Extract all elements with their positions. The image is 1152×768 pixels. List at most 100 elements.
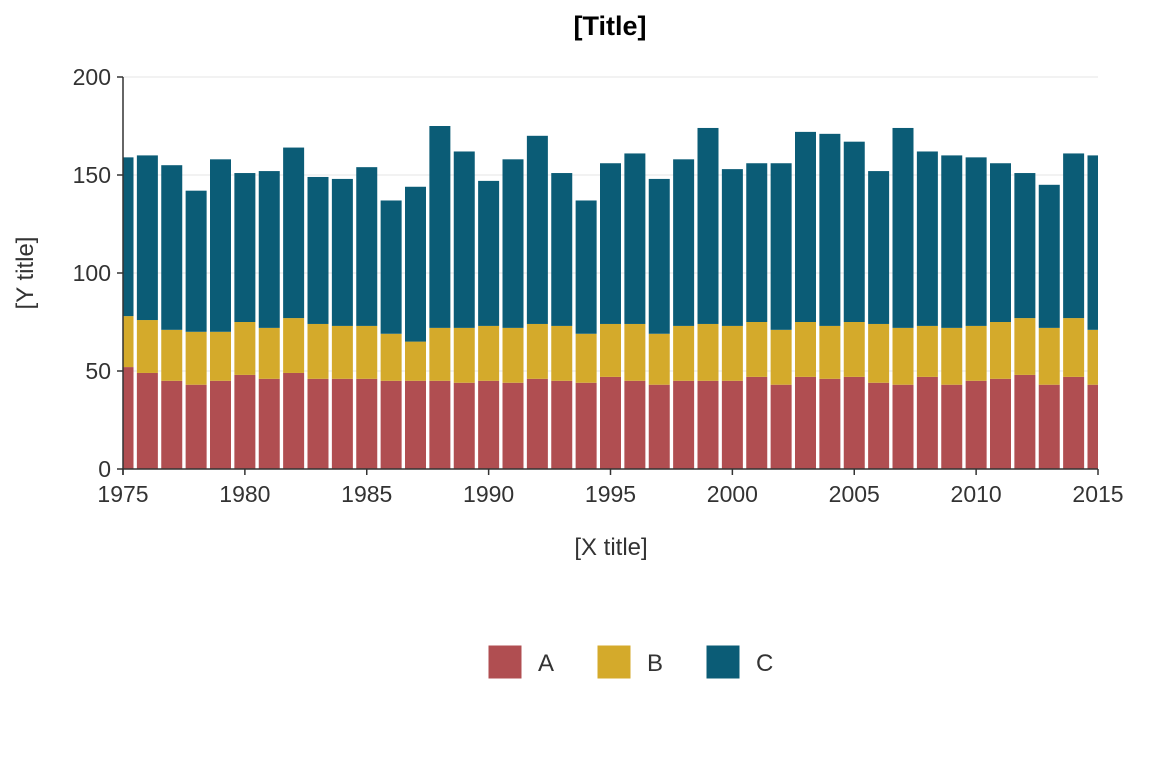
y-tick-label: 100 bbox=[73, 260, 111, 286]
bar-a-1988 bbox=[429, 380, 451, 469]
bar-c-1997 bbox=[648, 178, 670, 334]
bar-b-1980 bbox=[234, 322, 256, 375]
bar-c-2000 bbox=[721, 169, 743, 326]
bar-b-1984 bbox=[331, 325, 353, 379]
bar-c-1995 bbox=[600, 163, 621, 324]
bar-a-2000 bbox=[721, 380, 743, 469]
bar-c-1979 bbox=[210, 159, 231, 332]
y-tick-label: 50 bbox=[85, 358, 111, 384]
bar-c-2010 bbox=[965, 157, 987, 326]
bar-a-1993 bbox=[551, 380, 573, 469]
bar-c-2004 bbox=[819, 133, 841, 326]
bar-b-2007 bbox=[892, 327, 914, 385]
x-tick-label: 1995 bbox=[585, 481, 636, 507]
bar-c-2005 bbox=[843, 141, 865, 322]
bar-c-1998 bbox=[673, 159, 695, 326]
bar-b-2011 bbox=[990, 322, 1011, 379]
bar-c-2011 bbox=[990, 163, 1011, 322]
bar-c-2012 bbox=[1014, 173, 1036, 319]
bar-b-1992 bbox=[526, 323, 548, 379]
bar-a-1978 bbox=[185, 384, 207, 469]
bar-c-2007 bbox=[892, 127, 914, 328]
bar-b-1985 bbox=[356, 325, 378, 379]
x-tick-label: 2010 bbox=[951, 481, 1002, 507]
bar-a-1998 bbox=[673, 380, 695, 469]
bar-a-2002 bbox=[770, 384, 792, 469]
bar-b-1996 bbox=[624, 323, 646, 381]
bar-b-1975 bbox=[123, 316, 134, 368]
y-tick-label: 0 bbox=[98, 456, 111, 482]
bar-a-1996 bbox=[624, 380, 646, 469]
x-axis-title: [X title] bbox=[574, 534, 647, 561]
bar-c-1992 bbox=[526, 135, 548, 324]
bar-c-1976 bbox=[136, 155, 158, 321]
bar-a-1983 bbox=[307, 378, 329, 469]
bar-c-1978 bbox=[185, 190, 207, 332]
bar-a-2013 bbox=[1038, 384, 1060, 469]
y-tick-label: 150 bbox=[73, 162, 111, 188]
bars bbox=[123, 126, 1098, 469]
bar-b-2010 bbox=[965, 325, 987, 381]
bar-a-2010 bbox=[965, 380, 987, 469]
x-tick-label: 1990 bbox=[463, 481, 514, 507]
bar-b-1982 bbox=[283, 318, 305, 373]
legend-key-b bbox=[596, 644, 632, 680]
bar-a-2014 bbox=[1063, 376, 1085, 469]
bar-c-1986 bbox=[380, 200, 402, 334]
x-tick-label: 2000 bbox=[707, 481, 758, 507]
bar-a-2015 bbox=[1087, 384, 1098, 469]
bar-a-1995 bbox=[600, 376, 621, 469]
bar-b-2015 bbox=[1087, 329, 1098, 385]
bar-a-2005 bbox=[843, 376, 865, 469]
bar-b-1991 bbox=[502, 327, 524, 383]
bar-c-1984 bbox=[331, 178, 353, 326]
bar-b-1997 bbox=[648, 333, 670, 385]
bar-a-1987 bbox=[405, 380, 426, 469]
bar-c-1990 bbox=[478, 180, 500, 326]
bar-a-1991 bbox=[502, 382, 524, 469]
legend-key-c bbox=[705, 644, 741, 680]
bar-b-2008 bbox=[916, 325, 938, 377]
bar-b-1998 bbox=[673, 325, 695, 381]
bar-b-1999 bbox=[697, 323, 719, 381]
bar-b-2013 bbox=[1038, 327, 1060, 385]
bar-a-2007 bbox=[892, 384, 914, 469]
bar-c-1994 bbox=[575, 200, 597, 334]
bar-c-1975 bbox=[123, 157, 134, 317]
bar-c-1993 bbox=[551, 173, 573, 326]
bar-b-1994 bbox=[575, 333, 597, 383]
legend: A B C bbox=[487, 644, 773, 680]
bar-a-1980 bbox=[234, 374, 256, 469]
chart-title: [Title] bbox=[574, 11, 647, 41]
x-tick-label: 2015 bbox=[1072, 481, 1123, 507]
bar-b-2000 bbox=[721, 325, 743, 381]
bar-a-1982 bbox=[283, 372, 305, 469]
bar-b-1981 bbox=[258, 327, 280, 379]
bar-b-1987 bbox=[405, 341, 426, 381]
bar-b-1977 bbox=[161, 329, 183, 381]
bar-a-1984 bbox=[331, 378, 353, 469]
bar-c-2013 bbox=[1038, 184, 1060, 328]
bar-c-1999 bbox=[697, 127, 719, 324]
x-tick-label: 1980 bbox=[219, 481, 270, 507]
bar-c-2001 bbox=[746, 163, 768, 322]
bar-a-1981 bbox=[258, 378, 280, 469]
x-tick-label: 2005 bbox=[829, 481, 880, 507]
bar-b-2001 bbox=[746, 322, 768, 377]
legend-label-a: A bbox=[538, 650, 554, 677]
bar-b-1993 bbox=[551, 325, 573, 381]
bar-b-2005 bbox=[843, 322, 865, 377]
bar-a-1975 bbox=[123, 367, 134, 469]
bar-a-1977 bbox=[161, 380, 183, 469]
bar-a-2004 bbox=[819, 378, 841, 469]
bar-c-2014 bbox=[1063, 153, 1085, 319]
bar-c-1988 bbox=[429, 126, 451, 328]
bar-a-2001 bbox=[746, 376, 768, 469]
bar-a-1999 bbox=[697, 380, 719, 469]
bar-c-2015 bbox=[1087, 155, 1098, 330]
bar-c-1982 bbox=[283, 147, 305, 319]
bar-b-2009 bbox=[941, 327, 963, 385]
bar-b-2006 bbox=[868, 323, 890, 383]
bar-b-1978 bbox=[185, 331, 207, 385]
